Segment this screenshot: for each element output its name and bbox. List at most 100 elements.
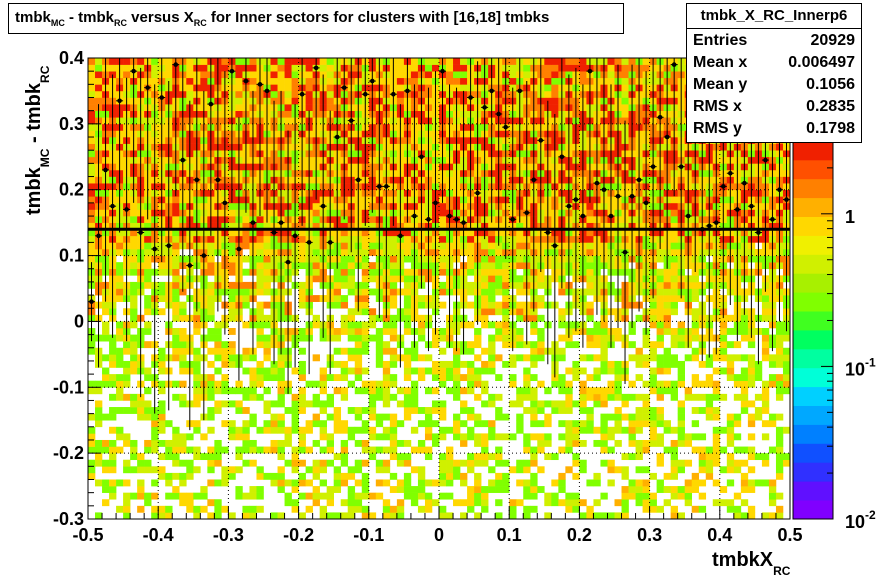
heatmap-cell bbox=[130, 341, 138, 349]
heatmap-cell bbox=[410, 400, 419, 408]
heatmap-cell bbox=[389, 380, 398, 388]
heatmap-cell bbox=[235, 90, 243, 98]
heatmap-cell bbox=[670, 453, 678, 461]
heatmap-cell bbox=[109, 439, 117, 447]
heatmap-cell bbox=[670, 354, 678, 362]
heatmap-cell bbox=[642, 380, 650, 388]
heatmap-cell bbox=[417, 479, 426, 487]
heatmap-cell bbox=[88, 255, 96, 263]
heatmap-cell bbox=[368, 433, 377, 441]
heatmap-cell bbox=[691, 321, 700, 329]
heatmap-cell bbox=[319, 367, 327, 375]
heatmap-cell bbox=[586, 229, 594, 237]
heatmap-cell bbox=[256, 321, 264, 329]
heatmap-cell bbox=[298, 288, 306, 296]
heatmap-cell bbox=[579, 512, 587, 520]
heatmap-cell bbox=[109, 413, 117, 421]
heatmap-cell bbox=[193, 426, 201, 434]
heatmap-cell bbox=[453, 426, 461, 434]
heatmap-cell bbox=[88, 137, 96, 144]
heatmap-cell bbox=[256, 360, 264, 368]
heatmap-cell bbox=[726, 433, 735, 441]
heatmap-cell bbox=[719, 446, 728, 454]
heatmap-cell bbox=[481, 453, 489, 461]
heatmap-cell bbox=[312, 235, 320, 243]
heatmap-cell bbox=[544, 492, 552, 500]
heatmap-cell bbox=[88, 222, 96, 230]
heatmap-cell bbox=[761, 314, 770, 322]
heatmap-cell bbox=[719, 314, 728, 322]
heatmap-cell bbox=[242, 295, 250, 302]
heatmap-cell bbox=[649, 314, 657, 322]
heatmap-cell bbox=[537, 328, 545, 335]
heatmap-cell bbox=[144, 229, 152, 237]
heatmap-cell bbox=[523, 486, 531, 493]
heatmap-cell bbox=[151, 426, 159, 434]
heatmap-cell bbox=[537, 295, 545, 302]
heatmap-cell bbox=[375, 413, 384, 421]
heatmap-cell bbox=[277, 453, 285, 461]
heatmap-cell bbox=[417, 439, 426, 447]
heatmap-cell bbox=[172, 308, 180, 316]
heatmap-cell bbox=[523, 341, 531, 349]
heatmap-cell bbox=[130, 248, 138, 256]
heatmap-cell bbox=[740, 367, 749, 375]
heatmap-cell bbox=[298, 459, 306, 467]
heatmap-cell bbox=[670, 492, 678, 500]
heatmap-cell bbox=[347, 505, 356, 513]
heatmap-cell bbox=[565, 466, 573, 474]
heatmap-cell bbox=[712, 387, 721, 395]
heatmap-cell bbox=[439, 407, 447, 414]
heatmap-cell bbox=[375, 387, 384, 395]
heatmap-cell bbox=[467, 242, 475, 250]
heatmap-cell bbox=[628, 328, 636, 335]
heatmap-cell bbox=[396, 97, 405, 105]
heatmap-cell bbox=[635, 354, 643, 362]
heatmap-cell bbox=[326, 400, 334, 408]
heatmap-cell bbox=[263, 334, 271, 342]
heatmap-cell bbox=[523, 380, 531, 388]
heatmap-cell bbox=[256, 380, 264, 388]
heatmap-cell bbox=[340, 328, 349, 335]
heatmap-cell bbox=[586, 262, 594, 270]
heatmap-cell bbox=[263, 314, 271, 322]
heatmap-cell bbox=[179, 446, 187, 454]
heatmap-cell bbox=[481, 275, 489, 283]
heatmap-cell bbox=[158, 295, 166, 302]
heatmap-cell bbox=[698, 433, 707, 441]
heatmap-cell bbox=[656, 275, 664, 283]
heatmap-cell bbox=[319, 466, 327, 474]
heatmap-cell bbox=[453, 472, 461, 480]
heatmap-cell bbox=[593, 472, 601, 480]
heatmap-cell bbox=[530, 328, 538, 335]
heatmap-cell bbox=[488, 229, 496, 237]
heatmap-cell bbox=[109, 393, 117, 401]
heatmap-cell bbox=[558, 472, 566, 480]
heatmap-cell bbox=[389, 255, 398, 263]
heatmap-cell bbox=[537, 380, 545, 388]
heatmap-cell bbox=[214, 499, 222, 507]
heatmap-cell bbox=[242, 492, 250, 500]
heatmap-cell bbox=[431, 479, 440, 487]
heatmap-cell bbox=[368, 262, 377, 270]
heatmap-cell bbox=[649, 426, 657, 434]
title-sub-rc1: RC bbox=[114, 18, 128, 28]
heatmap-cell bbox=[446, 492, 454, 500]
heatmap-cell bbox=[488, 308, 496, 316]
heatmap-cell bbox=[116, 321, 124, 329]
heatmap-cell bbox=[312, 242, 320, 250]
heatmap-cell bbox=[593, 328, 601, 335]
heatmap-cell bbox=[775, 393, 784, 401]
heatmap-cell bbox=[305, 97, 313, 105]
heatmap-cell bbox=[298, 295, 306, 302]
heatmap-cell bbox=[698, 505, 707, 513]
heatmap-cell bbox=[488, 295, 496, 302]
heatmap-cell bbox=[375, 341, 384, 349]
heatmap-cell bbox=[382, 321, 391, 329]
heatmap-cell bbox=[361, 426, 370, 434]
heatmap-cell bbox=[158, 439, 166, 447]
heatmap-cell bbox=[312, 400, 320, 408]
heatmap-cell bbox=[453, 413, 461, 421]
heatmap-cell bbox=[116, 235, 124, 243]
heatmap-cell bbox=[530, 446, 538, 454]
